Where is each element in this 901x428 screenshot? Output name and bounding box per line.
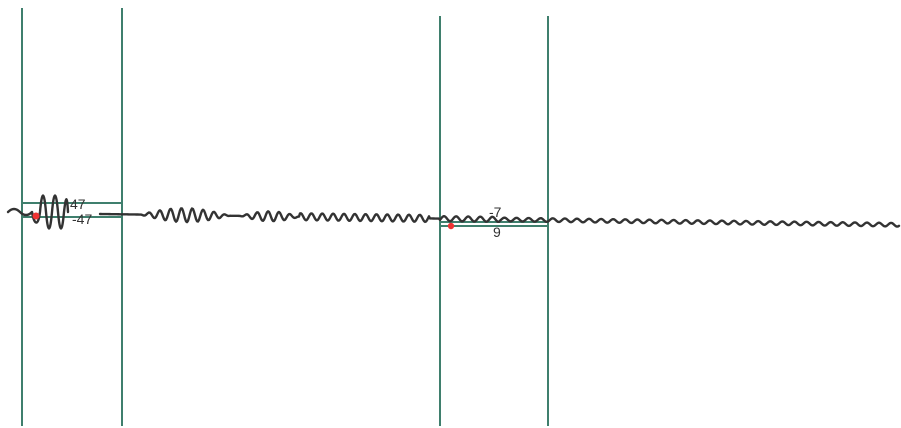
right-panel-lower-tick: 9 — [493, 224, 501, 240]
main-waveform-series — [98, 207, 901, 228]
left-panel-lower-tick: -47 — [72, 211, 92, 227]
main-waveform-line — [98, 207, 901, 228]
left-panel-upper-tick: 47 — [70, 196, 86, 212]
left-waveform-line — [6, 194, 70, 230]
left-panel: 47 -47 — [21, 8, 123, 426]
left-waveform-series — [6, 194, 70, 230]
second-marker-point — [447, 222, 455, 230]
first-marker-point — [32, 212, 40, 220]
